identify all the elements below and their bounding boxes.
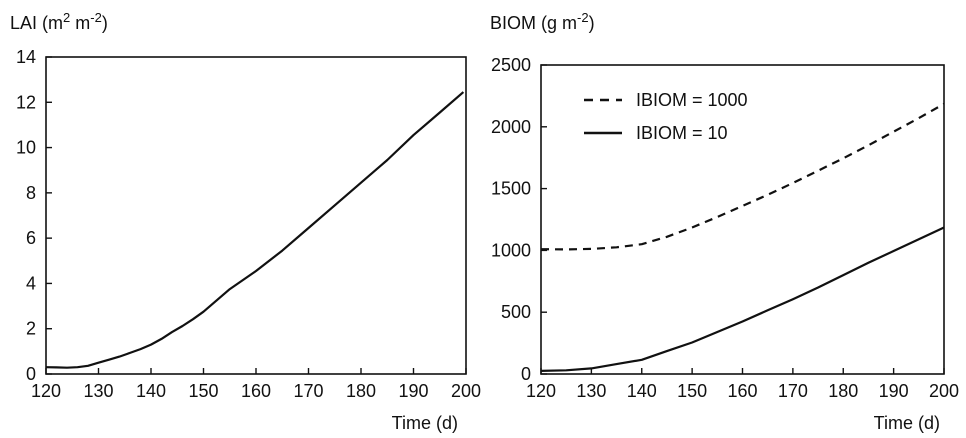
lai-plot-frame xyxy=(45,56,467,375)
lai-y-tick-label: 2 xyxy=(26,319,36,339)
lai-x-tick-label: 170 xyxy=(293,381,323,401)
lai-y-axis-title: LAI (m2 m-2) xyxy=(10,10,108,33)
biom-series-line-solid xyxy=(540,226,945,372)
biom-chart: 120 130 140 150 160 170 180 190 2000500100015002… xyxy=(490,10,959,433)
lai-chart: 120 130 140 150 160 170 180 190 200 0 2 4 6 8 10 12 14 LA… xyxy=(10,10,481,433)
lai-x-tick-label: 190 xyxy=(398,381,428,401)
lai-y-tick-label: 0 xyxy=(26,364,36,384)
biom-y-tick-label: 0 xyxy=(521,364,531,384)
lai-y-tick-label: 10 xyxy=(16,138,36,158)
biom-x-tick-label: 130 xyxy=(576,381,606,401)
lai-x-axis-title: Time (d) xyxy=(392,413,458,433)
lai-y-tick-label: 8 xyxy=(26,183,36,203)
lai-x-tick-label: 120 xyxy=(31,381,61,401)
legend-label: IBIOM = 10 xyxy=(636,123,728,143)
biom-x-axis-title: Time (d) xyxy=(874,413,940,433)
biom-x-tick-label: 120 xyxy=(526,381,556,401)
biom-x-tick-label: 160 xyxy=(727,381,757,401)
lai-y-axis-title-end: ) xyxy=(102,13,108,33)
lai-y-tick-label: 12 xyxy=(16,92,36,112)
lai-x-tick-label: 200 xyxy=(451,381,481,401)
lai-y-axis-title-sup2: -2 xyxy=(90,10,102,25)
biom-y-axis-title-sup1: -2 xyxy=(577,10,589,25)
biom-y-tick-label: 1500 xyxy=(491,179,531,199)
biom-x-tick-label: 180 xyxy=(828,381,858,401)
lai-x-tick-label: 130 xyxy=(83,381,113,401)
lai-x-tick-label: 150 xyxy=(188,381,218,401)
legend-label: IBIOM = 1000 xyxy=(636,90,748,110)
lai-y-axis-title-sup1: 2 xyxy=(63,10,70,25)
biom-y-axis-title-text: BIOM (g m xyxy=(490,13,577,33)
biom-x-tick-label: 150 xyxy=(677,381,707,401)
biom-y-tick-label: 500 xyxy=(501,302,531,322)
biom-x-tick-label: 200 xyxy=(929,381,959,401)
biom-legend: IBIOM = 1000 IBIOM = 10 xyxy=(584,90,748,143)
lai-y-tick-label: 6 xyxy=(26,228,36,248)
biom-y-axis-title: BIOM (g m-2) xyxy=(490,10,595,33)
lai-series-line-solid xyxy=(45,91,465,369)
biom-y-tick-label: 2000 xyxy=(491,117,531,137)
lai-x-tick-label: 180 xyxy=(346,381,376,401)
lai-x-tick-label: 140 xyxy=(136,381,166,401)
biom-x-tick-label: 140 xyxy=(627,381,657,401)
biom-plot-frame xyxy=(540,64,945,375)
lai-y-tick-label: 4 xyxy=(26,273,36,293)
lai-y-axis-title-text: LAI (m xyxy=(10,13,63,33)
biom-x-tick-label: 190 xyxy=(879,381,909,401)
biom-y-axis-title-end: ) xyxy=(589,13,595,33)
lai-y-tick-label: 14 xyxy=(16,47,36,67)
lai-y-axis-title-mid: m xyxy=(70,13,90,33)
biom-series-line-dashed xyxy=(540,102,945,251)
biom-x-tick-label: 170 xyxy=(778,381,808,401)
lai-x-tick-label: 160 xyxy=(241,381,271,401)
biom-y-tick-label: 1000 xyxy=(491,240,531,260)
biom-y-tick-label: 2500 xyxy=(491,55,531,75)
